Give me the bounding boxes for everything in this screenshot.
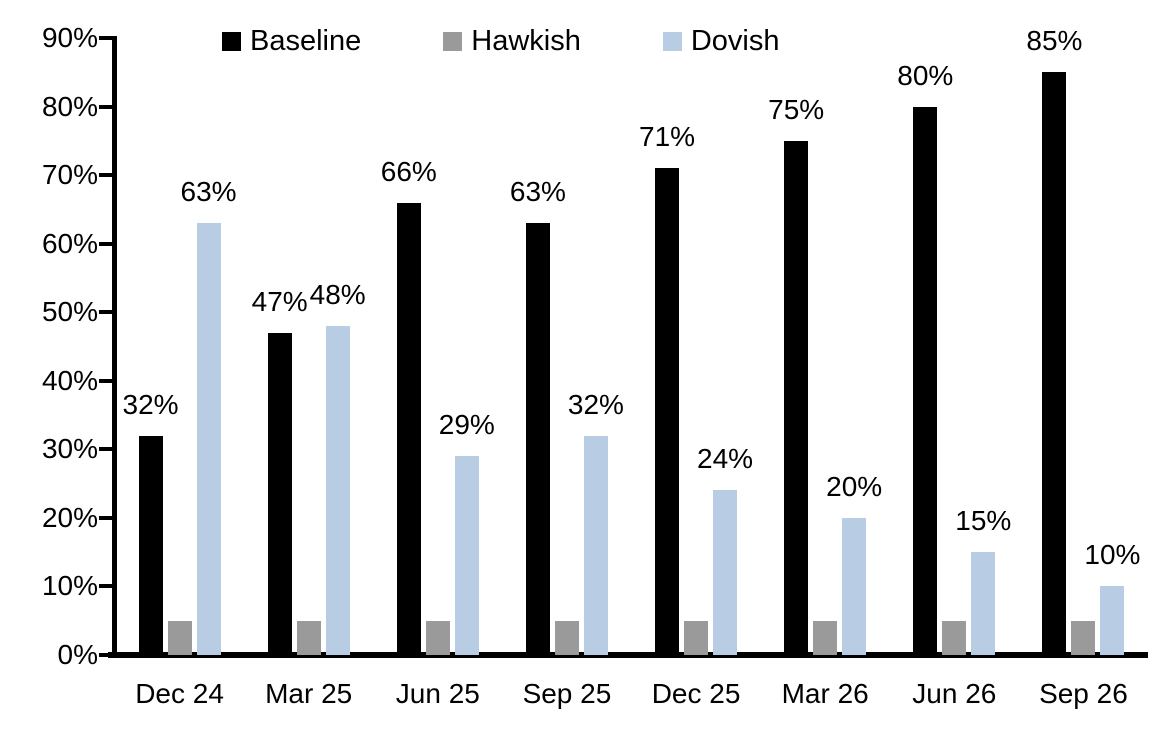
y-axis-tick-label: 70%	[41, 159, 98, 191]
x-axis-tick-label: Sep 26	[1039, 678, 1128, 709]
data-label: 24%	[697, 443, 754, 475]
bar-dovish: 32%	[568, 389, 624, 655]
x-axis-tick-label: Dec 24	[135, 678, 224, 709]
bar-dovish: 29%	[439, 410, 495, 655]
data-label: 63%	[509, 176, 566, 208]
bar-hawkish	[942, 620, 967, 655]
x-axis-tick-label: Jun 26	[912, 678, 997, 709]
bar-hawkish	[554, 620, 579, 655]
legend-label: Dovish	[690, 25, 780, 57]
bar-group: 32% 63%	[115, 38, 244, 655]
bar-baseline: 32%	[123, 389, 179, 655]
bar-group: 71% 24%	[632, 38, 761, 655]
legend-marker-baseline	[222, 31, 241, 51]
x-axis-tick-label: Jun 25	[395, 678, 480, 709]
y-axis-tick	[99, 584, 113, 589]
data-label: 15%	[955, 505, 1012, 537]
bar-baseline: 75%	[768, 94, 824, 655]
y-axis-tick-label: 60%	[41, 227, 98, 259]
y-axis-tick-label: 40%	[41, 364, 98, 396]
data-label: 47%	[251, 285, 308, 317]
x-axis-line	[108, 652, 1148, 658]
bar-dovish: 48%	[310, 279, 366, 655]
y-axis-tick	[99, 653, 113, 657]
y-axis-tick	[99, 310, 113, 315]
y-axis-tick-label: 20%	[41, 501, 98, 533]
y-axis-tick-label: 10%	[41, 570, 98, 602]
bar-group: 85% 10%	[1019, 26, 1148, 655]
y-axis-line	[112, 36, 117, 658]
bar-hawkish	[1071, 620, 1096, 655]
y-axis-tick	[99, 515, 113, 520]
y-axis-tick-label: 50%	[41, 296, 98, 328]
bar-baseline: 80%	[897, 60, 953, 655]
bar-dovish: 20%	[826, 471, 882, 655]
data-label: 10%	[1084, 539, 1141, 571]
bar-group: 63% 32%	[502, 38, 631, 655]
y-axis-tick	[99, 241, 113, 246]
y-axis-tick	[99, 173, 113, 178]
data-label: 48%	[309, 278, 366, 310]
data-label: 80%	[897, 59, 954, 91]
bar-group: 47% 48%	[244, 38, 373, 655]
legend-entry-hawkish: Hawkish	[443, 24, 581, 58]
y-axis-tick-label: 90%	[41, 22, 98, 53]
bar-group: 75% 20%	[761, 38, 890, 655]
legend-marker-hawkish	[443, 31, 463, 51]
bar-baseline: 71%	[639, 122, 695, 655]
x-axis-tick-label: Sep 25	[522, 678, 612, 709]
legend: Baseline Hawkish Dovish	[222, 24, 780, 58]
bar-baseline: 63%	[510, 177, 566, 655]
data-label: 29%	[438, 409, 495, 441]
bar-hawkish	[684, 620, 709, 655]
data-label: 75%	[768, 93, 825, 125]
bar-baseline: 66%	[381, 156, 437, 655]
data-label: 20%	[826, 470, 883, 502]
data-label: 66%	[380, 155, 437, 187]
y-axis-tick	[99, 378, 113, 383]
bar-dovish: 10%	[1084, 540, 1140, 655]
bar-hawkish	[296, 620, 321, 655]
data-label: 85%	[1026, 25, 1083, 57]
bar-hawkish	[425, 620, 450, 655]
data-label: 32%	[122, 388, 179, 420]
data-label: 32%	[567, 388, 624, 420]
legend-entry-baseline: Baseline	[222, 24, 361, 58]
y-axis-tick-label: 30%	[41, 433, 98, 465]
y-axis-tick	[99, 36, 113, 40]
bar-dovish: 63%	[181, 177, 237, 655]
bar-hawkish	[813, 620, 838, 655]
bar-group: 80% 15%	[890, 38, 1019, 655]
bar-baseline: 47%	[252, 286, 308, 655]
bar-group: 66% 29%	[373, 38, 502, 655]
y-axis-tick-label: 0%	[57, 639, 98, 670]
legend-entry-dovish: Dovish	[662, 24, 780, 58]
y-axis-tick	[99, 104, 113, 109]
data-label: 63%	[180, 176, 237, 208]
legend-marker-dovish	[662, 31, 682, 51]
legend-label: Baseline	[250, 25, 362, 57]
data-label: 71%	[639, 121, 696, 153]
x-axis-tick-label: Mar 26	[781, 678, 869, 709]
x-axis-tick-label: Dec 25	[651, 678, 741, 709]
bar-dovish: 24%	[697, 444, 753, 655]
y-axis-tick	[99, 447, 113, 452]
bar-hawkish	[167, 620, 192, 655]
bar-dovish: 15%	[955, 506, 1011, 655]
bar-baseline: 85%	[1026, 26, 1082, 655]
x-axis-tick-label: Mar 25	[265, 678, 353, 709]
y-axis-tick-label: 80%	[41, 90, 98, 122]
legend-label: Hawkish	[471, 25, 581, 57]
